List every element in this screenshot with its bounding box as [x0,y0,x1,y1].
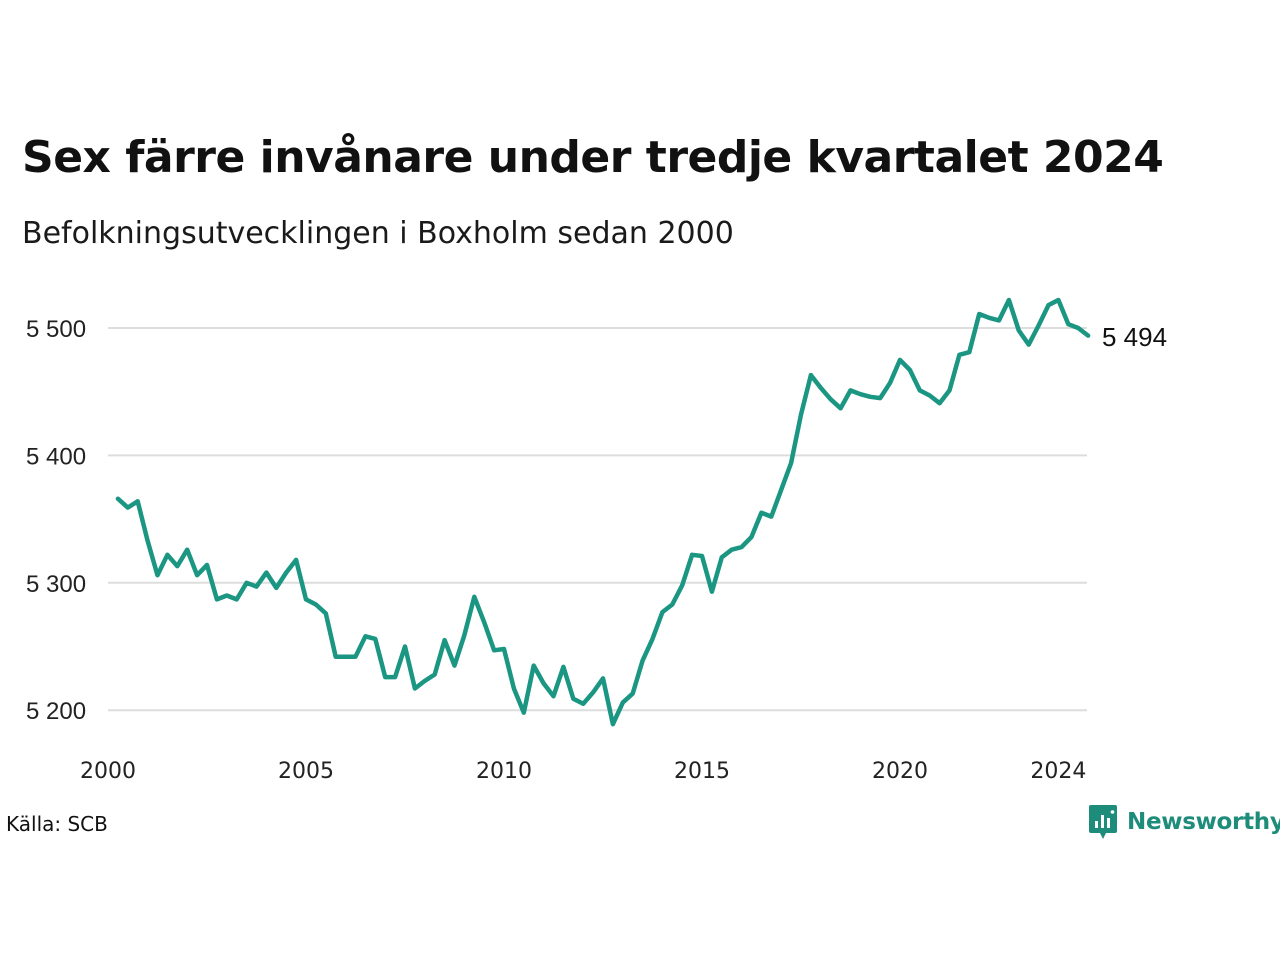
newsworthy-logo-icon [1089,805,1117,839]
grid-lines [108,327,1087,712]
y-tick-label: 5 200 [26,698,86,725]
y-tick-label: 5 400 [26,443,86,470]
series-line [115,297,1091,727]
brand-name: Newsworthy [1127,809,1280,835]
x-tick-label: 2005 [278,759,334,784]
brand-logo: Newsworthy [1088,804,1280,840]
chart-subtitle: Befolkningsutvecklingen i Boxholm sedan … [22,216,734,251]
series-layer [115,297,1091,727]
x-axis-ticks: 2000 2005 2010 2015 2020 2024 [80,759,1086,784]
x-tick-label: 2000 [80,759,136,784]
end-value-label: 5 494 [1102,322,1167,352]
line-chart: 5 200 5 300 5 400 5 500 2000 2005 2010 2015 202… [26,297,1167,784]
x-tick-label: 2010 [476,759,532,784]
chart-title: Sex färre invånare under tredje kvartale… [22,132,1164,183]
y-axis-ticks: 5 200 5 300 5 400 5 500 [26,316,86,725]
x-tick-label: 2024 [1030,759,1086,784]
source-note: Källa: SCB [6,812,108,836]
x-tick-label: 2015 [674,759,730,784]
x-tick-label: 2020 [872,759,928,784]
y-tick-label: 5 500 [26,316,86,343]
y-tick-label: 5 300 [26,571,86,598]
